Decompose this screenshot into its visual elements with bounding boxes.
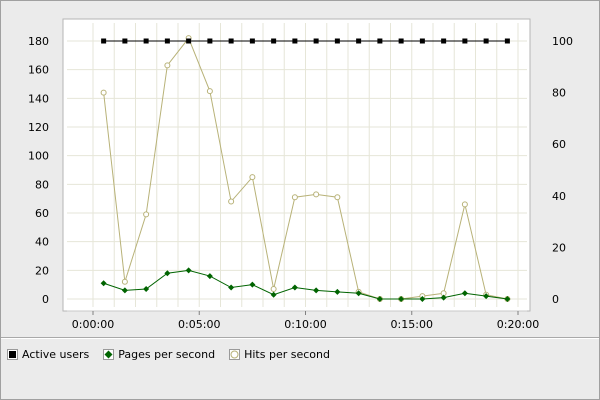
data-point — [461, 290, 468, 297]
legend-item-hits-per-second: Hits per second — [229, 348, 330, 361]
y-tick-label: 100 — [28, 150, 49, 163]
data-point — [249, 174, 256, 181]
data-point — [206, 88, 213, 95]
circle-marker-icon — [229, 348, 241, 360]
data-point — [207, 38, 213, 44]
data-point — [334, 288, 341, 295]
data-point — [313, 191, 320, 198]
legend: Active users Pages per second Hits per s… — [7, 345, 344, 363]
y-tick-label: 20 — [35, 264, 49, 277]
data-point — [313, 287, 320, 294]
data-point — [291, 284, 298, 291]
data-point — [164, 62, 171, 69]
series-line — [103, 269, 508, 300]
data-point — [504, 296, 511, 302]
axes: 0 20 40 60 80 100 120 140 160 180 0 20 40 60 80 100 0:00… — [28, 35, 573, 331]
y-tick-label: 0 — [42, 293, 49, 306]
x-tick-label: 0:15:00 — [391, 318, 433, 331]
y2-tick-label: 0 — [552, 293, 559, 306]
data-point — [271, 38, 277, 44]
data-point — [100, 89, 107, 96]
data-point — [100, 280, 107, 287]
data-point — [121, 287, 128, 294]
x-tick-label: 0:00:00 — [72, 318, 114, 331]
diamond-marker-icon — [103, 348, 115, 360]
data-point — [228, 284, 235, 291]
data-point — [228, 38, 234, 44]
x-tick-label: 0:05:00 — [178, 318, 220, 331]
data-point — [483, 38, 489, 44]
data-point — [483, 293, 490, 300]
y2-tick-label: 40 — [552, 190, 566, 203]
legend-item-active-users: Active users — [7, 348, 89, 361]
series-pages-per-second — [100, 267, 511, 302]
data-point — [164, 38, 170, 44]
series-active-users — [101, 38, 510, 44]
data-point — [504, 38, 510, 44]
data-point — [398, 296, 405, 302]
data-point — [461, 201, 468, 208]
gridlines — [67, 23, 527, 307]
legend-label: Pages per second — [118, 347, 216, 361]
plot-background — [62, 18, 531, 312]
series-line — [103, 37, 508, 300]
data-point — [398, 38, 404, 44]
data-point — [291, 194, 298, 201]
data-point — [270, 285, 277, 292]
data-point — [313, 38, 319, 44]
data-point — [419, 38, 425, 44]
data-point — [355, 290, 362, 297]
line-chart: 0 20 40 60 80 100 120 140 160 180 0 20 40 60 80 100 0:00… — [28, 18, 573, 331]
y-tick-label: 80 — [35, 178, 49, 191]
y-tick-label: 180 — [28, 35, 49, 48]
y2-tick-label: 80 — [552, 87, 566, 100]
data-point — [419, 296, 426, 302]
series-layer — [100, 35, 511, 302]
data-point — [334, 194, 341, 201]
data-point — [228, 198, 235, 205]
data-point — [121, 278, 128, 285]
legend-item-pages-per-second: Pages per second — [103, 348, 215, 361]
data-point — [334, 38, 340, 44]
data-point — [143, 285, 150, 292]
y2-tick-label: 60 — [552, 138, 566, 151]
y2-tick-label: 20 — [552, 241, 566, 254]
data-point — [122, 38, 128, 44]
data-point — [377, 38, 383, 44]
legend-label: Active users — [22, 347, 90, 361]
legend-divider — [1, 337, 599, 339]
data-point — [206, 273, 213, 280]
x-tick-label: 0:20:00 — [497, 318, 539, 331]
data-point — [356, 38, 362, 44]
data-point — [462, 38, 468, 44]
data-point — [186, 38, 192, 44]
y-tick-label: 120 — [28, 121, 49, 134]
data-point — [249, 281, 256, 288]
data-point — [101, 38, 107, 44]
data-point — [164, 270, 171, 277]
square-marker-icon — [7, 348, 18, 360]
data-point — [270, 291, 277, 298]
data-point — [292, 38, 298, 44]
legend-label: Hits per second — [244, 347, 330, 361]
data-point — [441, 38, 447, 44]
data-point — [143, 211, 150, 218]
data-point — [185, 267, 192, 274]
data-point — [376, 296, 383, 302]
y2-tick-label: 100 — [552, 35, 573, 48]
y-tick-label: 160 — [28, 64, 49, 77]
y-tick-label: 40 — [35, 236, 49, 249]
y-tick-label: 60 — [35, 207, 49, 220]
x-tick-label: 0:10:00 — [284, 318, 326, 331]
data-point — [249, 38, 255, 44]
data-point — [440, 294, 447, 301]
y-tick-label: 140 — [28, 92, 49, 105]
data-point — [143, 38, 149, 44]
